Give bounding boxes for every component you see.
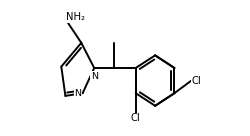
Text: NH₂: NH₂ (66, 12, 84, 22)
Text: N: N (90, 72, 97, 81)
Text: Cl: Cl (130, 113, 140, 123)
Text: Cl: Cl (191, 75, 200, 86)
Text: N: N (74, 89, 81, 98)
